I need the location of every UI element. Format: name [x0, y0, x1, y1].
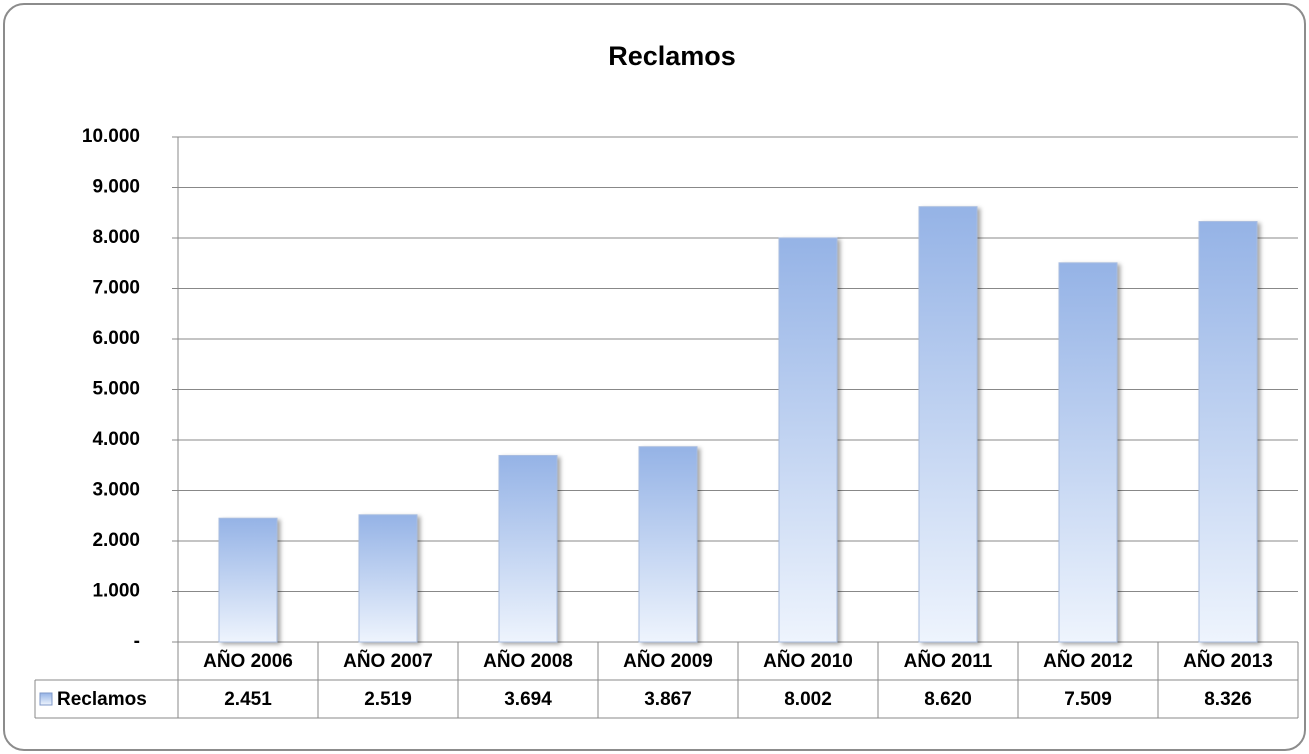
- data-label: 2.519: [364, 689, 412, 710]
- bar: [218, 517, 278, 643]
- y-tick-label: 6.000: [92, 328, 140, 349]
- x-tick-label: AÑO 2009: [623, 650, 713, 672]
- y-tick-label: 1.000: [92, 581, 140, 602]
- y-tick-label: 10.000: [82, 126, 140, 147]
- y-tick-label: 2.000: [92, 530, 140, 551]
- y-tick-label: 4.000: [92, 429, 140, 450]
- data-label: 7.509: [1064, 689, 1112, 710]
- y-tick-label: 7.000: [92, 278, 140, 299]
- data-label: 8.620: [924, 689, 972, 710]
- legend-label: Reclamos: [57, 689, 147, 710]
- chart-title: Reclamos: [608, 41, 736, 71]
- y-tick-label: 8.000: [92, 227, 140, 248]
- data-label: 3.694: [504, 689, 552, 710]
- x-tick-label: AÑO 2012: [1043, 650, 1133, 672]
- chart-frame: [3, 3, 1306, 751]
- data-label: 3.867: [644, 689, 692, 710]
- legend-key: [39, 692, 53, 706]
- x-tick-label: AÑO 2010: [763, 650, 853, 672]
- bar: [498, 454, 558, 643]
- y-tick-label: -: [134, 631, 140, 652]
- x-tick-label: AÑO 2008: [483, 650, 573, 672]
- x-tick-label: AÑO 2013: [1183, 650, 1273, 672]
- x-tick-label: AÑO 2011: [904, 650, 993, 672]
- y-tick-label: 5.000: [92, 379, 140, 400]
- bar: [358, 514, 418, 643]
- bar: [1198, 221, 1258, 643]
- y-tick-label: 9.000: [92, 177, 140, 198]
- x-tick-label: AÑO 2007: [343, 650, 433, 672]
- bar: [918, 206, 978, 643]
- bar: [638, 446, 698, 643]
- bar: [778, 237, 838, 643]
- data-label: 2.451: [224, 689, 272, 710]
- x-tick-label: AÑO 2006: [203, 650, 293, 672]
- data-label: 8.002: [784, 689, 832, 710]
- y-tick-label: 3.000: [92, 480, 140, 501]
- bar: [1058, 262, 1118, 643]
- data-label: 8.326: [1204, 689, 1252, 710]
